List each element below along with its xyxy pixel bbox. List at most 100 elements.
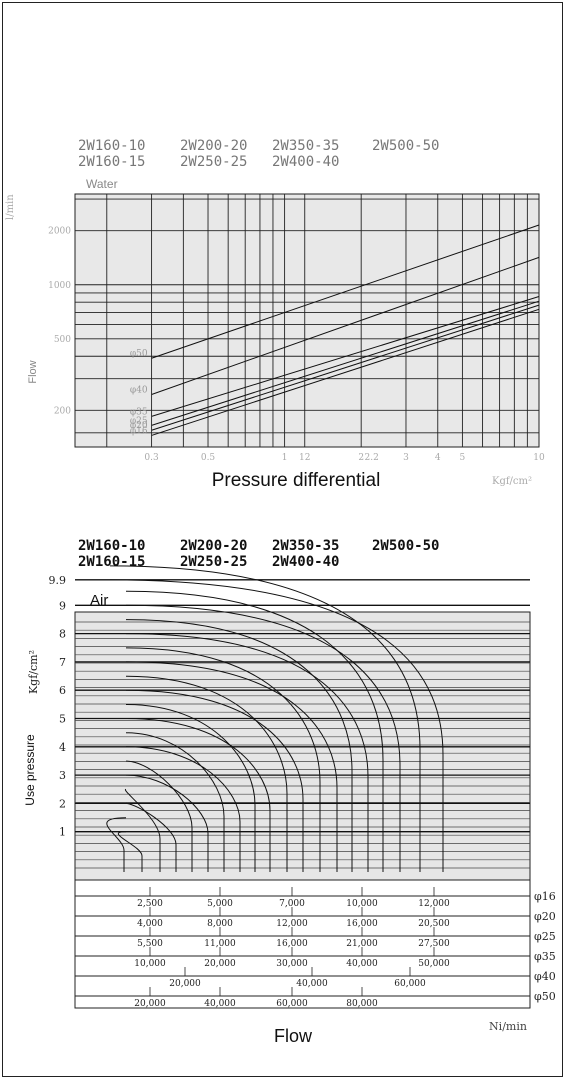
water-series-line (151, 300, 540, 426)
air-scale-tick-label: 4,000 (137, 919, 163, 929)
water-panel-label: Water (86, 177, 118, 191)
air-x-axis-label: Flow (274, 1026, 313, 1046)
air-scale-tick-label: 11,000 (204, 939, 236, 949)
water-y-tick-label: 200 (54, 406, 71, 416)
air-y-tick-label: 1 (59, 826, 66, 839)
water-x-tick-label: 10 (533, 453, 545, 463)
model-label: 2W200-20 (180, 138, 247, 154)
water-y-tick-label: 2000 (48, 227, 71, 237)
water-x-unit: Kgf/cm² (492, 476, 532, 487)
air-y-tick-label: 7 (59, 656, 66, 669)
model-label: 2W400-40 (272, 554, 339, 570)
air-scale-tick-label: 27,500 (418, 939, 450, 949)
air-y-tick-label: 8 (59, 628, 66, 641)
water-x-tick-label: 5 (460, 453, 466, 463)
air-scale-tick-label: 60,000 (394, 979, 426, 989)
air-flow-curve (125, 788, 161, 872)
air-scale-name: φ16 (534, 890, 556, 903)
water-series-label: φ50 (130, 349, 148, 359)
air-y-tick-label: 3 (59, 769, 66, 782)
water-series-line (151, 296, 540, 417)
water-series-line (151, 224, 540, 359)
water-x-tick-label: 0.3 (144, 453, 159, 463)
water-series-label: φ40 (130, 385, 148, 395)
model-label: 2W200-20 (180, 538, 247, 554)
air-scale-tick-label: 16,000 (276, 939, 308, 949)
model-label: 2W160-15 (78, 154, 145, 170)
air-flow-curve (125, 689, 304, 872)
air-scale-tick-label: 5,000 (207, 899, 233, 909)
air-scale-name: φ35 (534, 950, 556, 963)
model-label: 2W350-35 (272, 138, 339, 154)
model-label: 2W350-35 (272, 538, 339, 554)
water-series-line (151, 304, 540, 431)
model-label: 2W160-10 (78, 538, 145, 554)
air-scale-tick-label: 20,000 (169, 979, 201, 989)
air-scale-tick-label: 7,000 (279, 899, 305, 909)
air-scale-tick-label: 10,000 (346, 899, 378, 909)
water-series-label: φ25 (130, 416, 148, 426)
air-flow-curve (125, 774, 209, 872)
air-flow-curve (125, 704, 256, 872)
model-label: 2W250-25 (180, 554, 247, 570)
air-flow-curve (117, 831, 143, 872)
air-y-tick-label: 6 (59, 684, 66, 697)
air-y-tick-label: 5 (59, 713, 66, 726)
air-scale-tick-label: 40,000 (204, 999, 236, 1009)
air-scale-name: φ25 (534, 930, 556, 943)
air-flow-curve (125, 760, 193, 872)
water-series-label: φ35 (130, 407, 148, 417)
model-label: 2W400-40 (272, 154, 339, 170)
air-flow-curve (125, 746, 241, 872)
air-scale-tick-label: 60,000 (276, 999, 308, 1009)
air-scale-tick-label: 40,000 (296, 979, 328, 989)
air-scale-tick-label: 40,000 (346, 959, 378, 969)
air-scale-name: φ20 (534, 910, 556, 923)
model-label: 2W250-25 (180, 154, 247, 170)
air-flow-curve (109, 565, 421, 872)
air-scale-tick-label: 20,000 (204, 959, 236, 969)
air-plot-area: 9.9 9 8 7 6 5 4 3 2 1 (49, 565, 531, 881)
air-scale-tick-label: 16,000 (346, 919, 378, 929)
water-x-tick-label: 1 (282, 453, 288, 463)
air-y-axis-label: Use pressure (23, 734, 37, 806)
water-x-tick-label: 12 (299, 453, 310, 463)
air-scale-tick-label: 30,000 (276, 959, 308, 969)
air-y-tick-label: 4 (59, 741, 66, 754)
air-flow-curve (125, 718, 271, 872)
water-x-tick-label: 4 (435, 453, 441, 463)
air-scale-tick-label: 10,000 (134, 959, 166, 969)
air-model-list: 2W160-10 2W200-20 2W350-35 2W500-50 2W160-15… (78, 538, 439, 570)
model-label: 2W160-10 (78, 138, 145, 154)
air-y-tick-label: 9.9 (49, 574, 67, 587)
air-flow-curve (125, 647, 321, 872)
water-y-tick-label: 500 (54, 335, 71, 345)
water-series-label: φ20 (130, 421, 148, 431)
water-x-tick-label: 3 (403, 453, 409, 463)
air-flow-curve (106, 817, 127, 872)
air-flow-curve (125, 802, 177, 872)
water-y-unit: l/min (5, 194, 16, 220)
air-panel-label: Air (90, 592, 108, 609)
air-scale-tick-label: 20,500 (418, 919, 450, 929)
air-y-unit: Kgf/cm² (27, 650, 40, 694)
air-scale-tick-label: 5,500 (137, 939, 163, 949)
air-flow-curve (125, 590, 384, 872)
air-flow-curve (109, 579, 444, 872)
water-series-line (151, 256, 540, 395)
air-scale-tick-label: 80,000 (346, 999, 378, 1009)
water-y-axis-label: Flow (27, 360, 39, 383)
air-scale-name: φ50 (534, 990, 556, 1003)
air-scale-tick-label: 21,000 (346, 939, 378, 949)
air-scale-tick-label: 12,000 (418, 899, 450, 909)
air-scale-tick-label: 12,000 (276, 919, 308, 929)
air-flow-curve (125, 732, 225, 872)
air-scale-tick-label: 2,500 (137, 899, 163, 909)
air-x-unit: Ni/min (489, 1020, 527, 1033)
air-scale-name: φ40 (534, 970, 556, 983)
air-y-tick-label: 2 (59, 797, 66, 810)
air-flow-curve (125, 675, 288, 872)
air-y-tick-label: 9 (59, 599, 66, 612)
